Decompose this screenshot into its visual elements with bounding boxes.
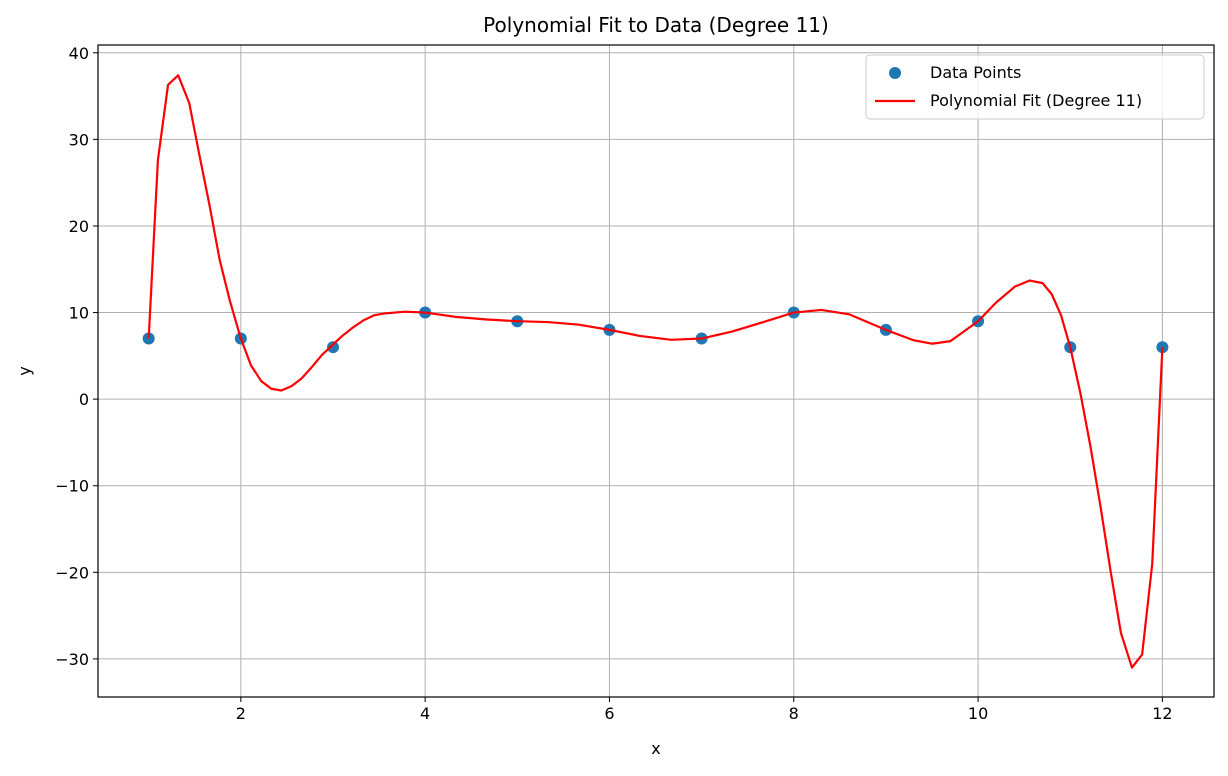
legend-box: [865, 54, 1205, 120]
y-tick-label: 30: [69, 130, 89, 149]
y-tick-label: 10: [69, 304, 89, 323]
y-tick-label: 40: [69, 44, 89, 63]
data-point: [326, 341, 339, 354]
x-tick-label: 10: [968, 704, 988, 723]
x-tick-label: 4: [420, 704, 430, 723]
plot-frame: [97, 44, 1215, 698]
x-tick-label: 2: [236, 704, 246, 723]
y-tick-label: −10: [55, 477, 89, 496]
legend-marker-data-points: [889, 67, 901, 79]
legend-label-data-points: Data Points: [930, 63, 1021, 82]
x-tick-label: 8: [789, 704, 799, 723]
legend: Data Points Polynomial Fit (Degree 11): [865, 54, 1205, 120]
polynomial-fit-line: [147, 74, 1164, 669]
legend-label-fit: Polynomial Fit (Degree 11): [930, 91, 1142, 110]
series: [142, 74, 1169, 669]
y-axis-label: y: [15, 366, 34, 375]
y-tick-label: −20: [55, 563, 89, 582]
grid: [98, 45, 1214, 697]
y-tick-label: −30: [55, 650, 89, 669]
ticks: 2 4 6 8 10 12 −30 −20 −10 0 10 20 30 40: [55, 44, 1172, 723]
y-tick-label: 20: [69, 217, 89, 236]
chart-title: Polynomial Fit to Data (Degree 11): [483, 13, 829, 37]
y-tick-label: 0: [79, 390, 89, 409]
x-axis-label: x: [651, 739, 660, 758]
x-tick-label: 12: [1152, 704, 1172, 723]
x-tick-label: 6: [604, 704, 614, 723]
